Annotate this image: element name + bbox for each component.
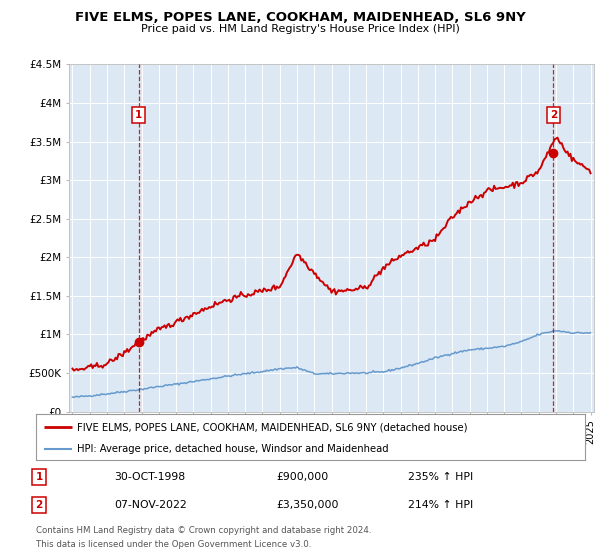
Text: Price paid vs. HM Land Registry's House Price Index (HPI): Price paid vs. HM Land Registry's House … (140, 24, 460, 34)
Text: 30-OCT-1998: 30-OCT-1998 (114, 472, 185, 482)
Text: £900,000: £900,000 (276, 472, 328, 482)
Text: 1: 1 (35, 472, 43, 482)
Text: This data is licensed under the Open Government Licence v3.0.: This data is licensed under the Open Gov… (36, 540, 311, 549)
Text: 07-NOV-2022: 07-NOV-2022 (114, 500, 187, 510)
Text: 214% ↑ HPI: 214% ↑ HPI (408, 500, 473, 510)
Text: 235% ↑ HPI: 235% ↑ HPI (408, 472, 473, 482)
Text: Contains HM Land Registry data © Crown copyright and database right 2024.: Contains HM Land Registry data © Crown c… (36, 526, 371, 535)
Text: £3,350,000: £3,350,000 (276, 500, 338, 510)
Text: 1: 1 (135, 110, 142, 120)
Text: FIVE ELMS, POPES LANE, COOKHAM, MAIDENHEAD, SL6 9NY: FIVE ELMS, POPES LANE, COOKHAM, MAIDENHE… (74, 11, 526, 24)
Text: HPI: Average price, detached house, Windsor and Maidenhead: HPI: Average price, detached house, Wind… (77, 444, 389, 454)
Text: 2: 2 (550, 110, 557, 120)
Text: 2: 2 (35, 500, 43, 510)
Text: FIVE ELMS, POPES LANE, COOKHAM, MAIDENHEAD, SL6 9NY (detached house): FIVE ELMS, POPES LANE, COOKHAM, MAIDENHE… (77, 422, 467, 432)
